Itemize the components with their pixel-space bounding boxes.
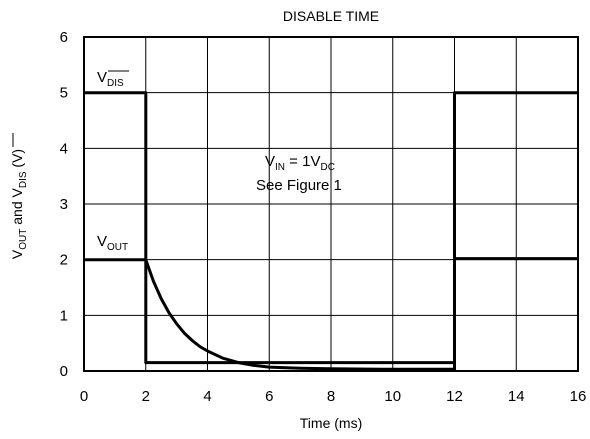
series-lines <box>84 91 578 371</box>
x-tick-label: 0 <box>80 388 88 405</box>
y-tick-label: 3 <box>60 196 68 213</box>
grid <box>84 37 578 371</box>
y-tick-label: 1 <box>60 307 68 324</box>
x-tick-label: 10 <box>384 388 401 405</box>
series-label-vdis: VDIS <box>97 69 124 89</box>
x-tick-label: 8 <box>327 388 335 405</box>
annotation-vin: VIN = 1VDC <box>265 153 335 173</box>
x-tick-label: 6 <box>265 388 273 405</box>
x-axis-ticks: 0 2 4 6 8 10 12 14 16 <box>80 388 587 405</box>
x-tick-label: 16 <box>570 388 587 405</box>
x-tick-label: 2 <box>142 388 150 405</box>
y-tick-label: 5 <box>60 85 68 102</box>
series-label-vout: VOUT <box>97 233 128 253</box>
plot-frame <box>83 36 579 372</box>
x-tick-label: 12 <box>446 388 463 405</box>
series-line-vdis <box>84 91 578 365</box>
x-axis-label: Time (ms) <box>300 415 362 431</box>
x-tick-label: 4 <box>203 388 211 405</box>
y-tick-label: 6 <box>60 29 68 46</box>
y-axis-label: VOUT and VDIS (V) <box>9 149 29 259</box>
y-tick-label: 4 <box>60 140 68 157</box>
series-line-vout <box>84 257 578 371</box>
x-tick-label: 14 <box>508 388 525 405</box>
annotation-see-figure: See Figure 1 <box>256 177 342 194</box>
chart-title: DISABLE TIME <box>283 8 379 24</box>
y-tick-label: 2 <box>60 252 68 269</box>
y-tick-label: 0 <box>60 363 68 380</box>
y-axis-ticks: 0 1 2 3 4 5 6 <box>60 29 68 380</box>
